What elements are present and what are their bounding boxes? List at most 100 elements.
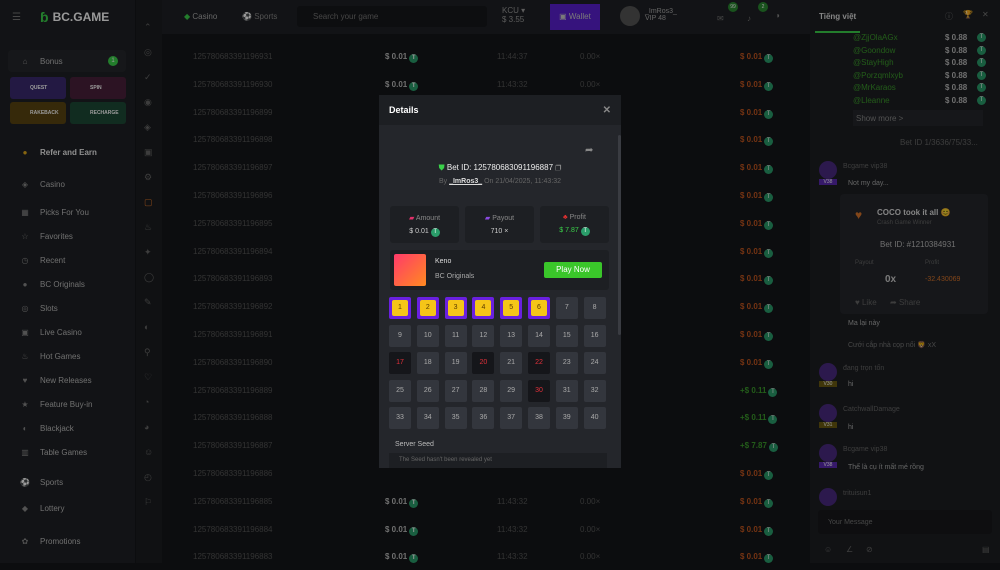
table-row[interactable]: 125780683391196930 $ 0.01 T 11:43:32 0.00× $ … xyxy=(175,70,800,98)
sidebar-item-feature-buy-in[interactable]: ★ Feature Buy-in xyxy=(8,393,126,415)
rail-icon[interactable]: ◯ xyxy=(144,272,155,282)
sidebar-item-picks-for-you[interactable]: ▦ Picks For You xyxy=(8,201,126,223)
leader-name[interactable]: @ZjjOlaAGx xyxy=(853,33,898,42)
rail-icon[interactable]: ✦ xyxy=(144,247,152,257)
refer-and-earn[interactable]: ● Refer and Earn xyxy=(8,140,126,164)
sidebar-item-sports[interactable]: ⚽ Sports xyxy=(8,471,126,493)
tab-sports[interactable]: ⚽ Sports xyxy=(242,12,277,21)
scrollbar[interactable] xyxy=(618,135,621,335)
rail-icon[interactable]: ◉ xyxy=(144,97,152,107)
leader-name[interactable]: @StayHigh xyxy=(853,58,894,67)
promo-spin[interactable]: SPIN xyxy=(70,77,126,99)
attach-icon[interactable]: ⊘ xyxy=(866,545,873,554)
chat-avatar[interactable] xyxy=(819,488,837,506)
sidebar-item-recent[interactable]: ◷ Recent xyxy=(8,249,126,271)
gif-icon[interactable]: ∠ xyxy=(846,545,854,554)
wallet-button[interactable]: ▣ Wallet xyxy=(550,4,600,30)
sidebar-item-promotions[interactable]: ✿ Promotions xyxy=(8,530,126,552)
chat-username[interactable]: đang trọn tốn xyxy=(843,365,885,372)
rail-icon[interactable]: ♡ xyxy=(144,372,153,382)
like-button[interactable]: ♥ Like xyxy=(855,298,877,307)
send-icon[interactable]: ▤ xyxy=(982,545,990,554)
share-button[interactable]: ➦ Share xyxy=(890,298,921,307)
sidebar-item-live-casino[interactable]: ▣ Live Casino xyxy=(8,321,126,343)
rail-icon[interactable]: ▣ xyxy=(144,147,153,157)
table-row[interactable]: 125780683391196894 $ 0.01 T xyxy=(175,237,800,265)
trophy-icon[interactable]: 🏆 xyxy=(963,10,973,19)
chat-username[interactable]: CatchwallDamage xyxy=(843,406,900,413)
chat-username[interactable]: trituisun1 xyxy=(843,490,872,497)
chat-icon[interactable]: ◑ xyxy=(775,11,780,20)
table-row[interactable]: 125780683391196897 $ 0.01 T xyxy=(175,153,800,181)
rail-icon[interactable]: ◎ xyxy=(144,47,152,57)
promo-recharge[interactable]: RECHARGE xyxy=(70,102,126,124)
leader-name[interactable]: @MrKaraos xyxy=(853,83,896,92)
show-more-button[interactable]: Show more > xyxy=(853,110,983,126)
play-now-button[interactable]: Play Now xyxy=(544,262,602,278)
close-icon[interactable]: ✕ xyxy=(602,104,611,116)
sidebar-item-table-games[interactable]: ▥ Table Games xyxy=(8,441,126,463)
table-row[interactable]: 125780683391196931 $ 0.01 T 11:44:37 0.00× $ … xyxy=(175,42,800,70)
chat-avatar[interactable] xyxy=(819,404,837,422)
currency-select[interactable]: KCU ▾ $ 3.55 xyxy=(502,6,526,24)
leader-name[interactable]: @Goondow xyxy=(853,45,896,55)
table-row[interactable]: 125780683391196888 +$ 0.11 T xyxy=(175,403,800,431)
rail-icon[interactable]: ♨ xyxy=(144,222,153,232)
table-row[interactable]: 125780683391196884 $ 0.01 T 11:43:32 0.00× $ … xyxy=(175,515,800,543)
tab-casino[interactable]: ◆ Casino xyxy=(184,12,217,21)
sidebar-item-bc-originals[interactable]: ● BC Originals xyxy=(8,273,126,295)
rail-icon[interactable]: ◴ xyxy=(144,472,152,482)
menu-icon[interactable]: ☰ xyxy=(12,12,21,23)
table-row[interactable]: 125780683391196891 $ 0.01 T xyxy=(175,320,800,348)
rail-icon[interactable]: ◈ xyxy=(144,122,151,132)
logo[interactable]: ɓ BC.GAME xyxy=(40,9,109,25)
bet-user-link[interactable]: _ImRos3_ xyxy=(449,178,483,185)
table-row[interactable]: 125780683391196887 +$ 7.87 T xyxy=(175,431,800,459)
leader-name[interactable]: @Lleanne xyxy=(853,95,890,105)
table-row[interactable]: 125780683391196885 $ 0.01 T 11:43:32 0.00× $ … xyxy=(175,487,800,515)
rail-icon[interactable]: ⌃ xyxy=(144,22,152,32)
rail-icon[interactable]: ▢ xyxy=(144,197,153,207)
sidebar-item-blackjack[interactable]: ◐ Blackjack xyxy=(8,417,126,439)
rail-icon[interactable]: ⚐ xyxy=(144,497,153,507)
sidebar-item-bonus[interactable]: ⌂ Bonus 1 xyxy=(8,50,126,72)
chat-avatar[interactable] xyxy=(819,363,837,381)
table-row[interactable]: 125780683391196889 +$ 0.11 T xyxy=(175,376,800,404)
chat-username[interactable]: Bcgame vip38 xyxy=(843,163,888,170)
sidebar-item-slots[interactable]: ◎ Slots xyxy=(8,297,126,319)
sidebar-item-favorites[interactable]: ☆ Favorites xyxy=(8,225,126,247)
promo-quest[interactable]: QUEST xyxy=(10,77,66,99)
chat-avatar[interactable] xyxy=(819,444,837,462)
rail-icon[interactable]: ⚲ xyxy=(144,347,151,357)
rail-icon[interactable]: ⚙ xyxy=(144,172,153,182)
promo-rakeback[interactable]: RAKEBACK xyxy=(10,102,66,124)
sidebar-item-casino[interactable]: ◈ Casino xyxy=(8,173,126,195)
rail-icon[interactable]: ✎ xyxy=(144,297,152,307)
table-row[interactable]: 125780683391196895 $ 0.01 T xyxy=(175,209,800,237)
table-row[interactable]: 125780683391196892 $ 0.01 T xyxy=(175,292,800,320)
mail-icon[interactable]: ✉ xyxy=(717,14,724,23)
table-row[interactable]: 125780683391196893 $ 0.01 T xyxy=(175,264,800,292)
user-info[interactable]: _ImRos3_ VIP 48 xyxy=(645,8,677,22)
close-icon[interactable]: ✕ xyxy=(982,10,989,19)
avatar[interactable] xyxy=(620,6,640,26)
bet-reference[interactable]: Bet ID 1/3636/75/33... xyxy=(900,138,978,147)
table-row[interactable]: 125780683391196898 $ 0.01 T xyxy=(175,125,800,153)
sidebar-item-lottery[interactable]: ◆ Lottery xyxy=(8,497,126,519)
table-row[interactable]: 125780683391196896 $ 0.01 T xyxy=(175,181,800,209)
rail-icon[interactable]: ◕ xyxy=(144,422,150,432)
table-row[interactable]: 125780683391196899 $ 0.01 T xyxy=(175,98,800,126)
table-row[interactable]: 125780683391196883 $ 0.01 T 11:43:32 0.00× $ … xyxy=(175,542,800,570)
bell-icon[interactable]: ♪ xyxy=(747,14,751,23)
table-row[interactable]: 125780683391196886 $ 0.01 T xyxy=(175,459,800,487)
rail-icon[interactable]: ☺ xyxy=(144,447,154,457)
shared-bet-id[interactable]: Bet ID: #1210384931 xyxy=(880,240,956,249)
sidebar-item-new-releases[interactable]: ♥ New Releases xyxy=(8,369,126,391)
table-row[interactable]: 125780683391196890 $ 0.01 T xyxy=(175,348,800,376)
info-icon[interactable]: ⓘ xyxy=(945,12,953,21)
shared-bet-card[interactable]: ♥ COCO took it all 😊 Crash Game Winner B… xyxy=(840,194,988,314)
emoji-icon[interactable]: ☺ xyxy=(824,545,833,554)
rail-icon[interactable]: ✓ xyxy=(144,72,152,82)
share-icon[interactable]: ➦ xyxy=(585,145,594,156)
search-input[interactable] xyxy=(297,6,487,27)
